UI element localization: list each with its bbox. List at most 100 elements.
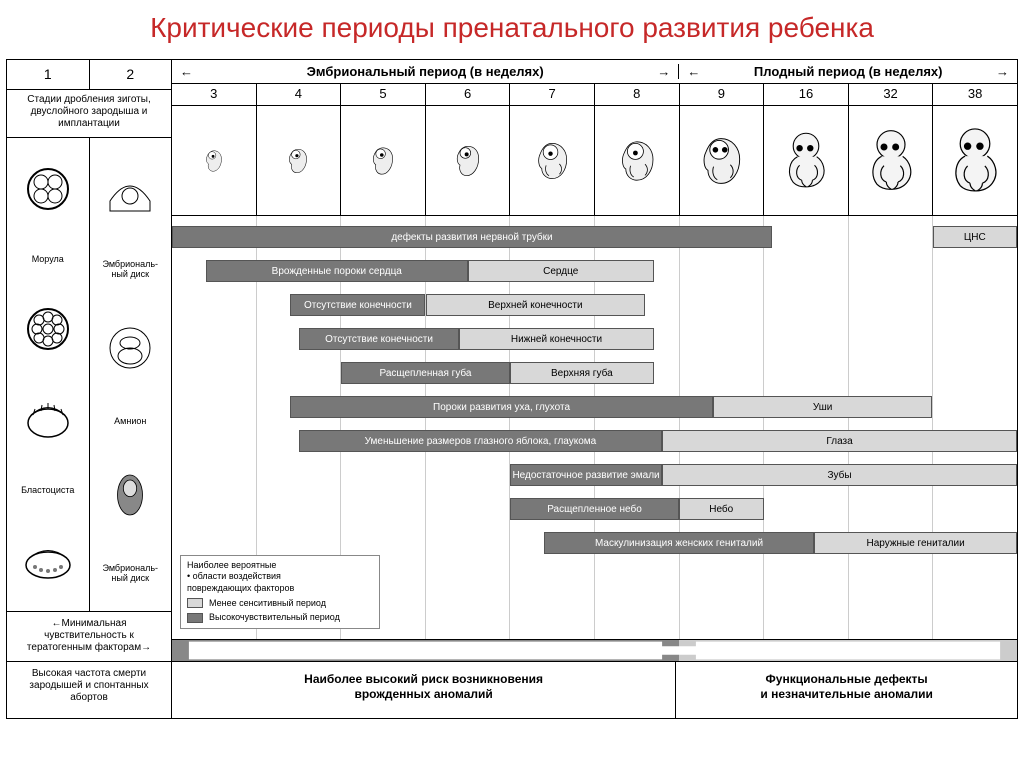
left-stages-label: Стадии дробления зиготы, двуслойного зар…	[7, 90, 171, 138]
legend-swatch-dark	[187, 613, 203, 623]
blastocyst-icon	[23, 535, 73, 585]
left-note-death: Высокая частота смерти зародышей и спонт…	[7, 662, 171, 718]
bar-segment: Отсутствие конечности	[290, 294, 425, 316]
emb-disc-icon	[105, 323, 155, 373]
bar-segment: Нижней конечности	[459, 328, 653, 350]
left-note-sensitivity: ←Минимальная чувствительность к тератоге…	[7, 612, 171, 662]
amnion-label: Амнион	[114, 416, 146, 426]
left-col-2: Эмбриональ- ный диск Амнион Эмбриональ- …	[90, 138, 172, 611]
fetus-icon	[774, 129, 838, 193]
legend-box: Наиболее вероятные • области воздействия…	[180, 555, 380, 629]
embryo-week-32	[849, 106, 934, 215]
embryo-week-38	[933, 106, 1017, 215]
fetal-period-label: Плодный период (в неделях)	[679, 64, 1017, 79]
week-5: 5	[341, 84, 426, 105]
blastocyst-label: Бластоциста	[21, 485, 74, 495]
emb-disc-label-a: Эмбриональ- ный диск	[102, 259, 158, 279]
bar-row-3: Отсутствие конечностиНижней конечности	[172, 328, 1017, 356]
emb-disc-label-b: Эмбриональ- ный диск	[102, 563, 158, 583]
embryo-icon	[200, 147, 228, 175]
embryo-week-7	[510, 106, 595, 215]
period-header: Эмбриональный период (в неделях) Плодный…	[172, 60, 1017, 84]
week-9: 9	[680, 84, 765, 105]
bar-segment: Сердце	[468, 260, 654, 282]
embryo-icon	[613, 137, 661, 185]
left-column: 1 2 Стадии дробления зиготы, двуслойного…	[7, 60, 172, 718]
bar-row-0: дефекты развития нервной трубки ЦНС	[172, 226, 1017, 254]
bottom-functional: Функциональные дефекты и незначительные …	[676, 662, 1017, 718]
bar-segment: Врожденные пороки сердца	[206, 260, 468, 282]
embryo-week-3	[172, 106, 257, 215]
legend-title: Наиболее вероятные • области воздействия…	[187, 560, 373, 595]
chart-area: дефекты развития нервной трубки ЦНС Врожде…	[172, 216, 1017, 640]
embryo-icon	[365, 143, 401, 179]
morula-icon	[23, 304, 73, 354]
bar-segment: дефекты развития нервной трубки	[172, 226, 772, 248]
bar-segment: Расщепленное небо	[510, 498, 679, 520]
embryo-week-6	[426, 106, 511, 215]
bar-segment: Наружные гениталии	[814, 532, 1017, 554]
bar-segment: Зубы	[662, 464, 1017, 486]
fetus-icon	[856, 126, 926, 196]
embryo-icon	[693, 133, 749, 189]
left-image-row: Морула Бластоциста	[7, 138, 171, 612]
zygote-icon	[23, 164, 73, 214]
morula-label: Морула	[32, 254, 64, 264]
bar-row-2: Отсутствие конечностиВерхней конечности	[172, 294, 1017, 322]
implantation-icon	[105, 166, 155, 216]
legend-dark-label: Высокочувствительный период	[209, 612, 340, 624]
blastocyst-top-icon	[23, 395, 73, 445]
embryo-icon	[282, 145, 314, 177]
embryo-week-8	[595, 106, 680, 215]
week-pre-2: 2	[90, 60, 172, 89]
left-week-header: 1 2	[7, 60, 171, 90]
bar-row-8: Расщепленное небоНебо	[172, 498, 1017, 526]
bar-row-6: Уменьшение размеров глазного яблока, гла…	[172, 430, 1017, 458]
bar-segment: Пороки развития уха, глухота	[290, 396, 713, 418]
amnion-icon	[105, 470, 155, 520]
embryo-week-16	[764, 106, 849, 215]
arrow-band	[172, 640, 1017, 662]
bottom-high-risk: Наиболее высокий риск возникновения врож…	[172, 662, 676, 718]
bar-segment: Небо	[679, 498, 764, 520]
left-col-1: Морула Бластоциста	[7, 138, 90, 611]
page-title: Критические периоды пренатального развит…	[0, 0, 1024, 59]
week-4: 4	[257, 84, 342, 105]
bar-row-5: Пороки развития уха, глухотаУши	[172, 396, 1017, 424]
bar-segment: ЦНС	[933, 226, 1018, 248]
bar-segment: Глаза	[662, 430, 1017, 452]
week-3: 3	[172, 84, 257, 105]
embryo-icon	[530, 139, 574, 183]
bar-segment: Верхней конечности	[426, 294, 646, 316]
legend-swatch-light	[187, 598, 203, 608]
week-16: 16	[764, 84, 849, 105]
bar-segment: Уменьшение размеров глазного яблока, гла…	[299, 430, 662, 452]
bar-row-1: Врожденные пороки сердцаСердце	[172, 260, 1017, 288]
bar-segment: Отсутствие конечности	[299, 328, 460, 350]
weeks-row: 3456789163238	[172, 84, 1017, 106]
bottom-labels: Наиболее высокий риск возникновения врож…	[172, 662, 1017, 718]
week-7: 7	[510, 84, 595, 105]
right-column: Эмбриональный период (в неделях) Плодный…	[172, 60, 1017, 718]
bar-row-7: Недостаточное развитие эмалиЗубы	[172, 464, 1017, 492]
bar-row-4: Расщепленная губаВерхняя губа	[172, 362, 1017, 390]
bar-segment: Уши	[713, 396, 933, 418]
week-pre-1: 1	[7, 60, 90, 89]
week-6: 6	[426, 84, 511, 105]
week-8: 8	[595, 84, 680, 105]
embryonic-period-label: Эмбриональный период (в неделях)	[172, 64, 679, 79]
embryo-week-9	[680, 106, 765, 215]
bar-segment: Расщепленная губа	[341, 362, 510, 384]
legend-light-label: Менее сенситивный период	[209, 598, 326, 610]
week-38: 38	[933, 84, 1017, 105]
fetus-icon	[938, 124, 1012, 198]
bar-segment: Маскулинизация женских гениталий	[544, 532, 814, 554]
bar-segment: Недостаточное развитие эмали	[510, 464, 662, 486]
week-32: 32	[849, 84, 934, 105]
embryo-week-4	[257, 106, 342, 215]
embryo-week-5	[341, 106, 426, 215]
chart-frame: 1 2 Стадии дробления зиготы, двуслойного…	[6, 59, 1018, 719]
bar-segment: Верхняя губа	[510, 362, 654, 384]
embryo-row	[172, 106, 1017, 216]
embryo-icon	[448, 141, 488, 181]
